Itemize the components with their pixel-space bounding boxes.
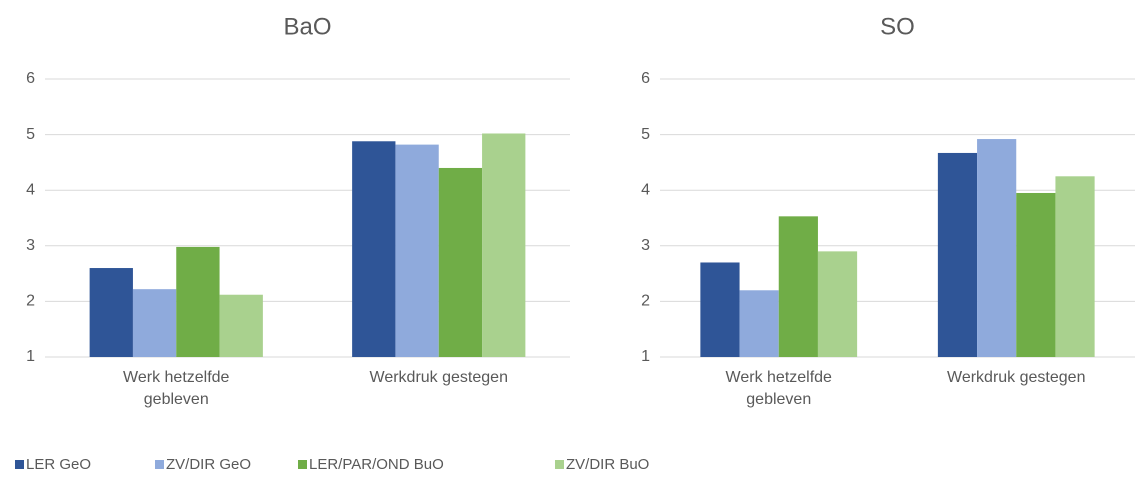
y-tick-label: 1 [641, 348, 650, 365]
x-tick-label: Werk hetzelfde gebleven [123, 369, 230, 408]
bar [352, 141, 396, 357]
bar [937, 152, 978, 357]
bar [176, 246, 220, 357]
y-tick-label: 5 [641, 126, 650, 143]
legend-swatch [555, 460, 564, 469]
y-tick-label: 5 [26, 126, 35, 143]
bar [778, 216, 818, 357]
legend-label: ZV/DIR GeO [166, 456, 251, 473]
bar [739, 290, 779, 357]
y-tick-label: 6 [641, 70, 650, 87]
bar [132, 289, 177, 357]
chart-title: SO [880, 13, 915, 40]
bar [438, 167, 483, 357]
bar [482, 133, 526, 357]
y-tick-label: 4 [641, 181, 650, 198]
legend-swatch [155, 460, 164, 469]
bar [977, 139, 1017, 357]
legend-label: LER GeO [26, 456, 91, 473]
bar [219, 294, 263, 357]
bar [817, 251, 858, 357]
y-tick-label: 3 [641, 237, 650, 254]
bar [89, 268, 133, 357]
x-tick-label-box: Werkdruk gestegen [947, 369, 1086, 386]
legend-label: LER/PAR/OND BuO [309, 456, 444, 473]
x-tick-label-box: Werk hetzelfde gebleven [123, 369, 230, 408]
y-tick-label: 4 [26, 181, 35, 198]
x-tick-label-box: Werkdruk gestegen [369, 369, 508, 386]
y-tick-label: 3 [26, 237, 35, 254]
bar [1016, 192, 1056, 357]
chart-title: BaO [283, 13, 331, 40]
y-tick-label: 6 [26, 70, 35, 87]
x-tick-label: Werkdruk gestegen [947, 369, 1086, 386]
legend-label: ZV/DIR BuO [566, 456, 649, 473]
y-tick-label: 2 [641, 293, 650, 310]
legend-swatch [298, 460, 307, 469]
bar [395, 144, 439, 357]
bar [700, 262, 740, 357]
y-tick-label: 2 [26, 293, 35, 310]
x-tick-label: Werkdruk gestegen [369, 369, 508, 386]
y-tick-label: 1 [26, 348, 35, 365]
x-tick-label: Werk hetzelfde gebleven [725, 369, 832, 408]
x-tick-label-box: Werk hetzelfde gebleven [725, 369, 832, 408]
legend-swatch [15, 460, 24, 469]
bar [1055, 176, 1095, 357]
